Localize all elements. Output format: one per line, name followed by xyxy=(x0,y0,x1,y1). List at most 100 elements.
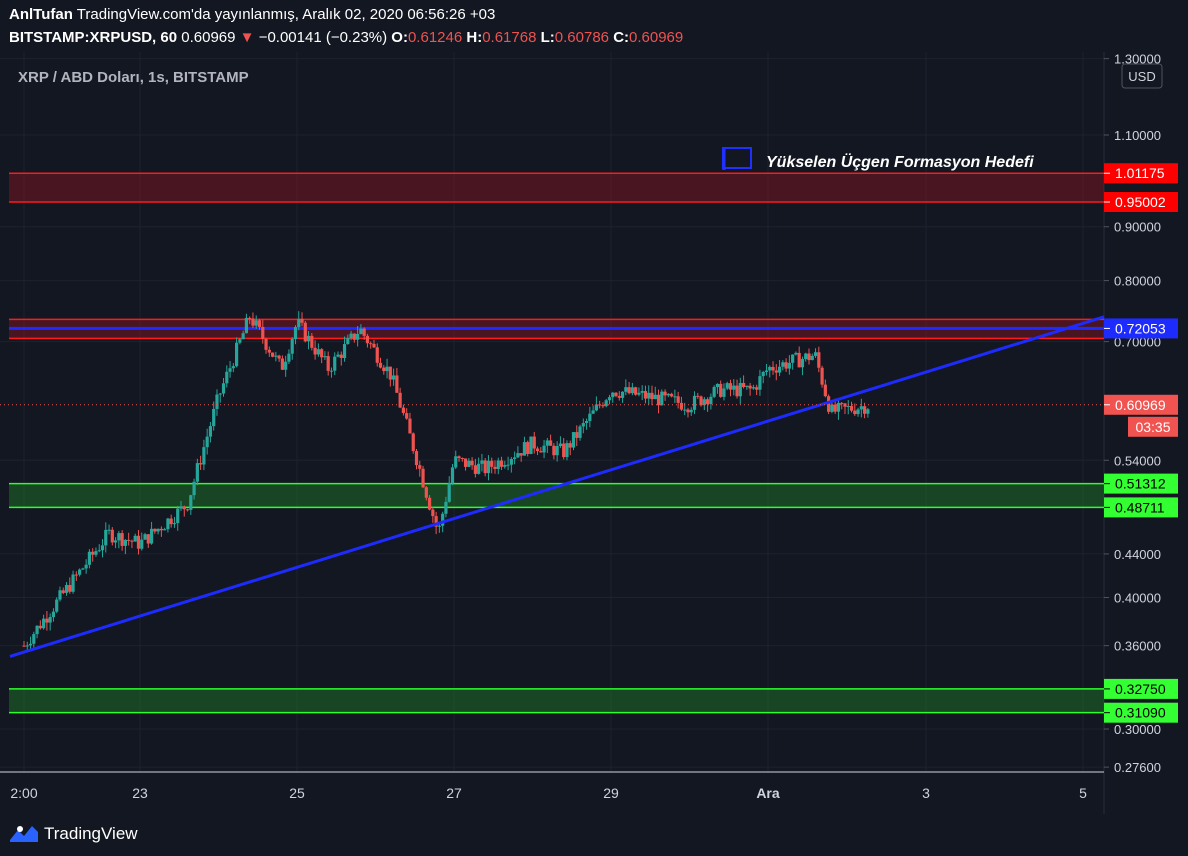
price-label-text: 0.51312 xyxy=(1115,476,1166,492)
candle-up xyxy=(647,392,651,399)
candle-down xyxy=(817,352,821,368)
candle-down xyxy=(457,456,461,459)
low-label: L: xyxy=(540,29,555,46)
candle-down xyxy=(110,529,114,543)
candle-up xyxy=(97,550,101,552)
candle-down xyxy=(473,465,477,474)
candle-down xyxy=(784,362,788,369)
trendline[interactable] xyxy=(9,315,1105,658)
time-axis[interactable]: 2:00 23 25 27 29 Ara 3 5 xyxy=(10,785,1087,801)
candle-down xyxy=(159,528,163,531)
candle-down xyxy=(807,353,811,361)
candle-up xyxy=(192,481,196,496)
candle-up xyxy=(578,426,582,438)
candle-down xyxy=(130,540,134,542)
down-arrow-icon: ▼ xyxy=(239,29,255,46)
target-annotation[interactable]: Yükselen Üçgen Formasyon Hedefi xyxy=(766,152,1034,171)
price-axis[interactable]: 1.300001.100000.900000.800000.700000.540… xyxy=(1104,52,1161,775)
candle-down xyxy=(431,509,435,517)
y-tick-label: 0.27600 xyxy=(1114,760,1161,775)
candle-up xyxy=(673,396,677,398)
candle-down xyxy=(411,433,415,452)
candle-up xyxy=(768,366,772,371)
candle-up xyxy=(212,408,216,427)
tradingview-logo-icon[interactable] xyxy=(8,822,40,844)
candle-down xyxy=(251,318,255,326)
candle-down xyxy=(771,366,775,371)
price-label-blue: 0.72053 xyxy=(1104,318,1178,339)
candle-up xyxy=(712,387,716,397)
chart-background xyxy=(0,52,1188,814)
candle-down xyxy=(686,409,690,413)
candle-down xyxy=(434,516,438,527)
candle-up xyxy=(123,539,127,546)
candle-up xyxy=(32,634,36,644)
candle-up xyxy=(830,404,834,412)
candle-up xyxy=(545,440,549,446)
candle-down xyxy=(153,528,157,532)
candle-up xyxy=(84,564,88,569)
candle-up xyxy=(195,463,199,482)
candle-down xyxy=(499,460,504,467)
candle-up xyxy=(620,391,625,398)
candle-up xyxy=(156,528,160,532)
flag-icon xyxy=(722,147,752,170)
candle-down xyxy=(45,618,49,623)
candles xyxy=(22,311,870,651)
candle-up xyxy=(274,355,278,357)
candle-up xyxy=(666,393,670,396)
candle-down xyxy=(820,367,824,385)
candle-down xyxy=(614,392,618,396)
candle-down xyxy=(310,335,314,348)
price-label-box xyxy=(1104,192,1178,213)
candle-up xyxy=(624,387,628,392)
candle-down xyxy=(552,445,556,456)
candle-down xyxy=(519,453,523,456)
candle-up xyxy=(758,376,762,390)
candle-down xyxy=(270,352,275,357)
candle-up xyxy=(794,352,798,355)
candle-down xyxy=(267,349,271,353)
chart-area[interactable]: 1.30000 1.10000 0.90000 0.80000 0.70000 0.540… xyxy=(0,52,1188,814)
candle-down xyxy=(863,406,867,414)
zone-red xyxy=(9,173,1104,203)
candle-down xyxy=(146,534,150,544)
candle-up xyxy=(143,534,147,540)
candle-up xyxy=(48,617,52,623)
author-name[interactable]: AnlTufan xyxy=(9,6,73,23)
zones xyxy=(9,172,1104,714)
price-chart[interactable]: 1.300001.100000.900000.800000.700000.540… xyxy=(0,52,1188,814)
candle-up xyxy=(692,395,697,410)
candle-up xyxy=(117,533,121,541)
candle-down xyxy=(470,460,474,466)
candle-down xyxy=(853,410,857,415)
price-label-text: 1.01175 xyxy=(1115,165,1165,181)
candle-down xyxy=(643,391,648,399)
close-value: 0.60969 xyxy=(629,29,684,46)
symbol-label[interactable]: BITSTAMP:XRPUSD, 60 xyxy=(9,29,178,46)
candle-down xyxy=(460,458,464,460)
candle-up xyxy=(594,404,598,411)
price-label-text: 0.60969 xyxy=(1115,397,1166,413)
candle-up xyxy=(316,349,320,355)
candle-down xyxy=(728,383,733,390)
x-tick-label: 5 xyxy=(1079,785,1087,801)
candle-up xyxy=(604,400,608,407)
candle-down xyxy=(650,392,654,400)
price-labels: 1.01175 0.95002 0.72053 0.60969 03:35 0.51312… xyxy=(1104,163,1178,723)
candle-up xyxy=(787,362,791,369)
candle-up xyxy=(611,392,615,398)
candle-down xyxy=(418,465,422,469)
close-label: C: xyxy=(613,29,630,46)
candle-down xyxy=(483,460,487,474)
candle-up xyxy=(591,410,595,414)
chart-title: XRP / ABD Doları, 1s, BITSTAMP xyxy=(18,69,249,86)
price-label-red: 0.95002 xyxy=(1104,192,1178,213)
candle-up xyxy=(28,643,33,646)
currency-box[interactable]: USD xyxy=(1121,63,1163,89)
candle-up xyxy=(71,574,75,592)
candle-up xyxy=(172,523,177,525)
brand-name[interactable]: TradingView xyxy=(44,824,138,843)
candle-down xyxy=(840,402,844,404)
candle-down xyxy=(372,343,376,348)
